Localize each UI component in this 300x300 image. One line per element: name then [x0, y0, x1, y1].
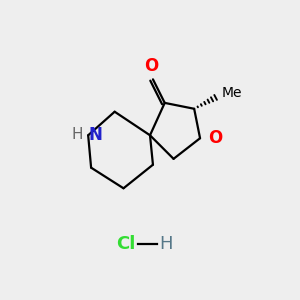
Text: O: O	[144, 57, 159, 75]
Text: Me: Me	[221, 86, 242, 100]
Text: O: O	[208, 129, 223, 147]
Text: Cl: Cl	[116, 235, 135, 253]
Text: N: N	[89, 126, 103, 144]
Text: H: H	[71, 127, 83, 142]
Text: H: H	[159, 235, 173, 253]
